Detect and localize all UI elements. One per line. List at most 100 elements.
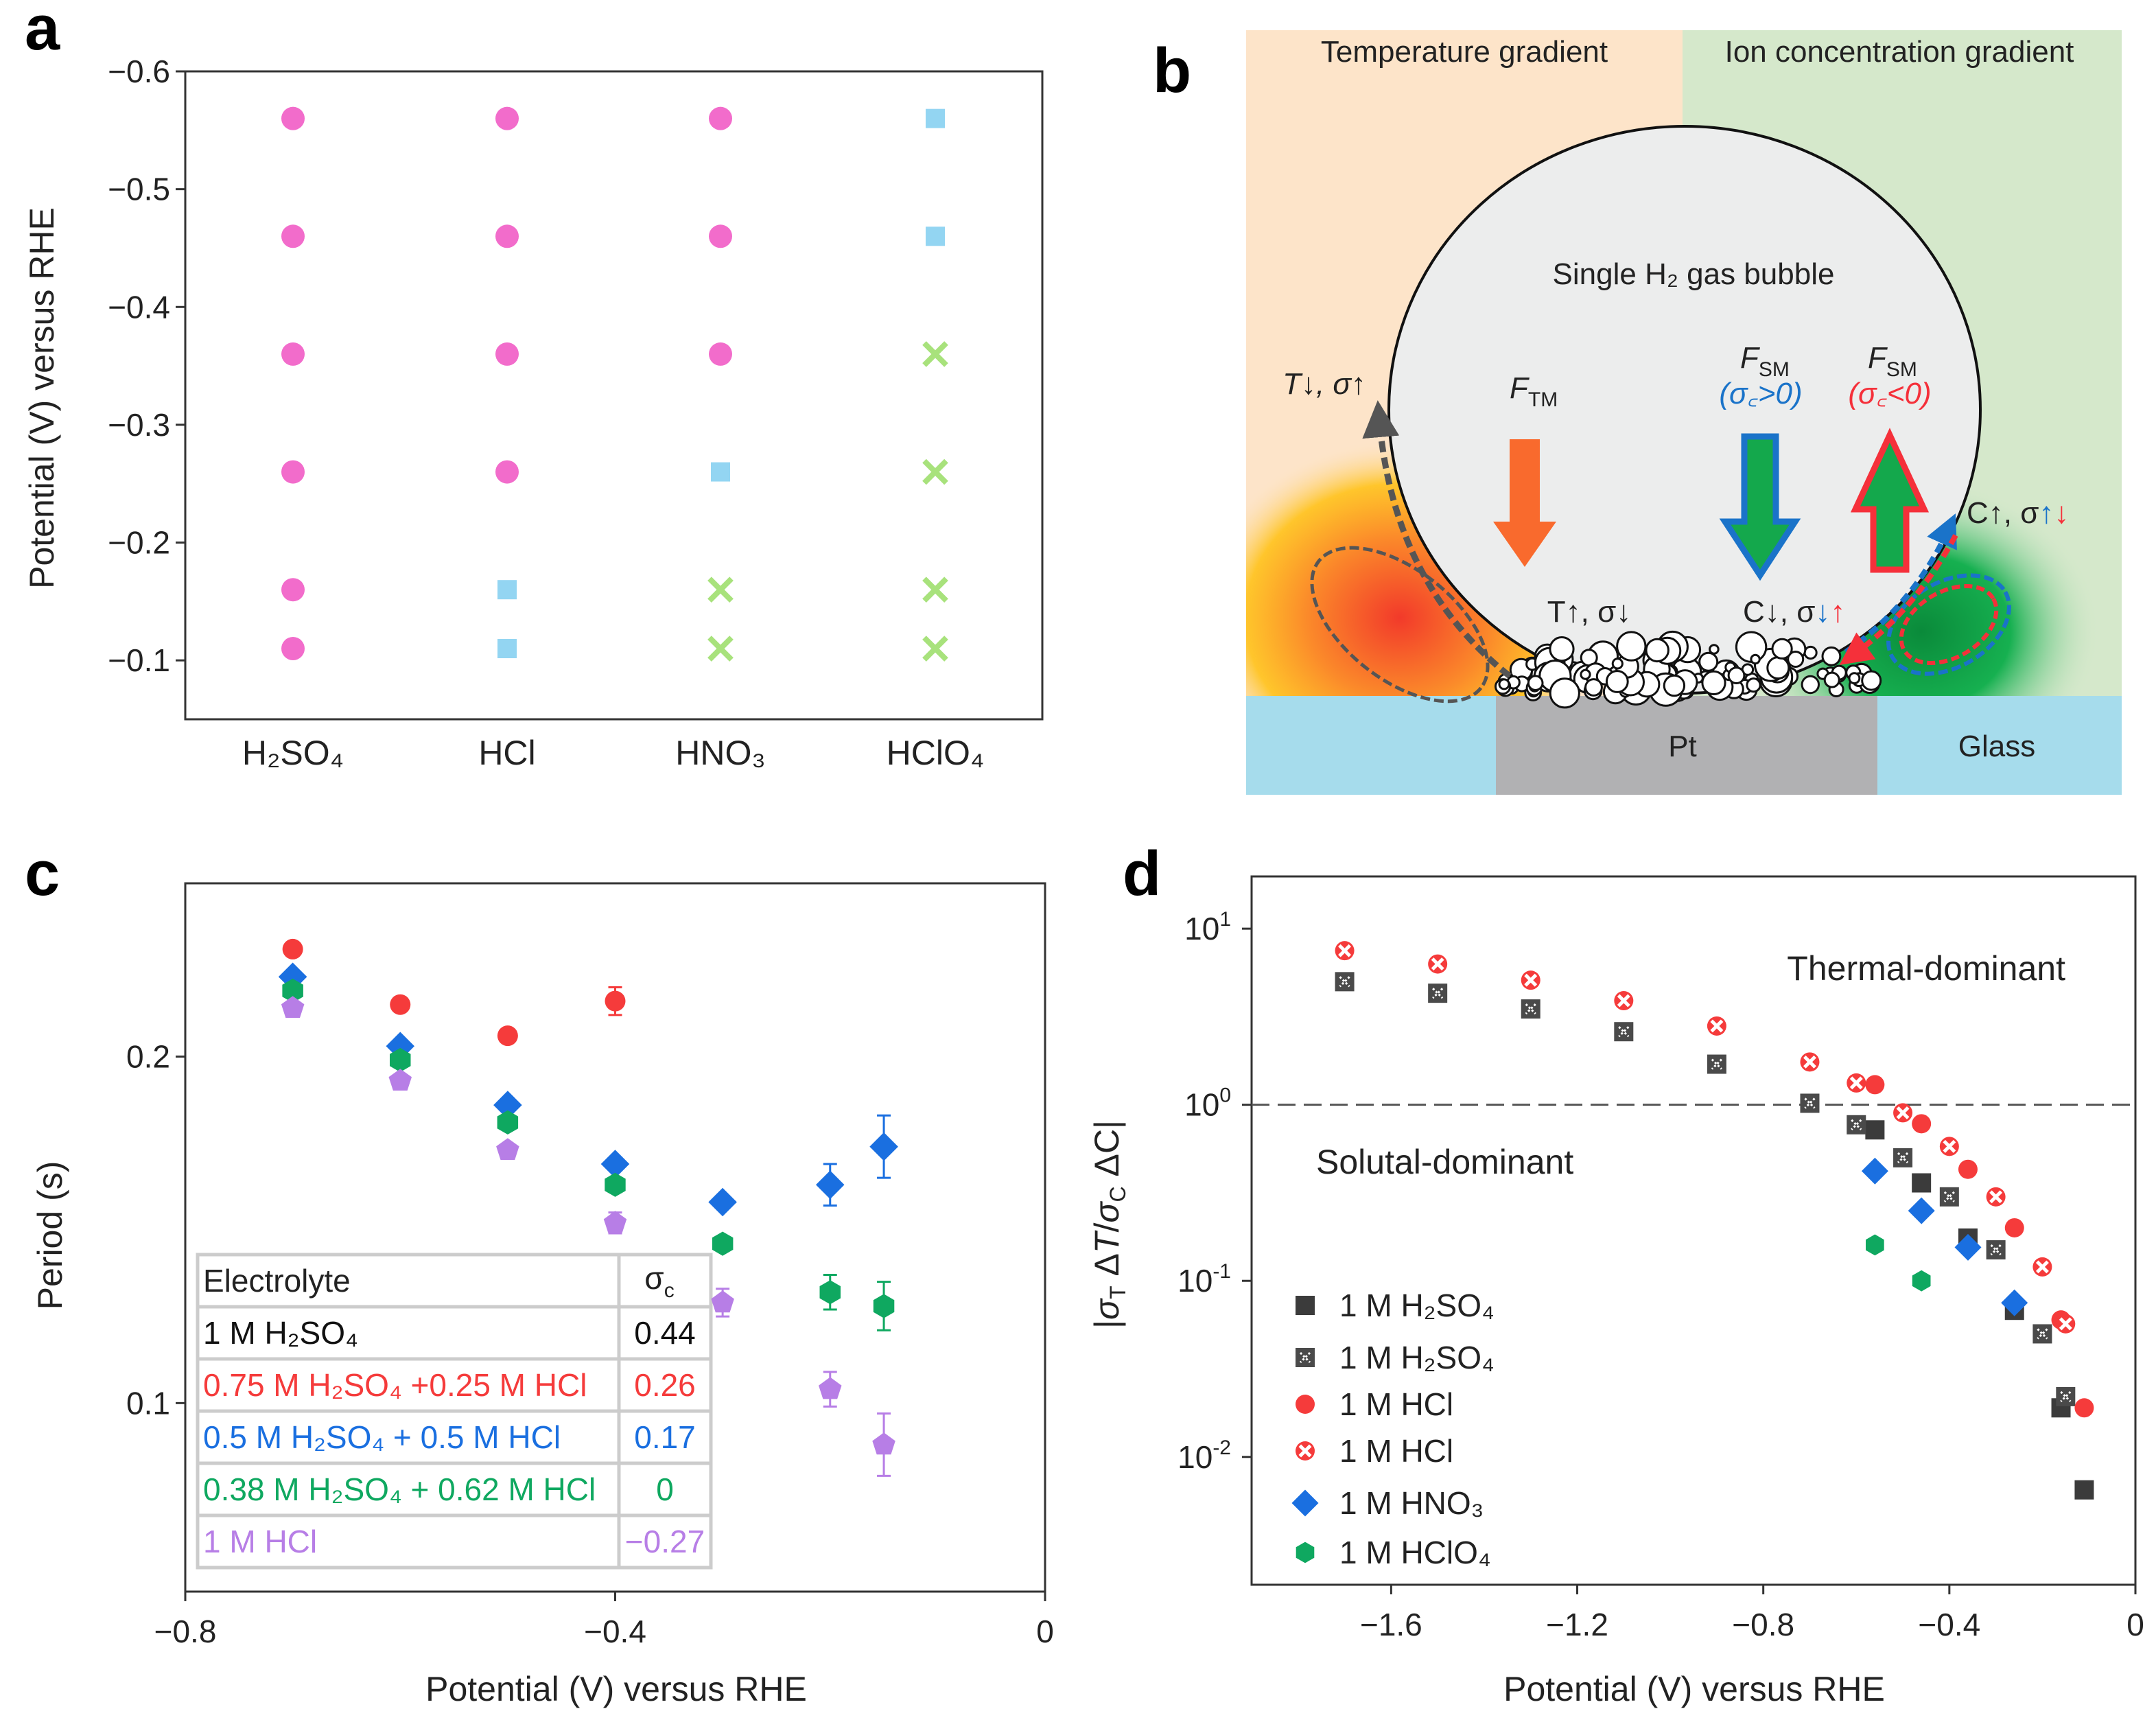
data-point-circle <box>709 106 732 130</box>
legend-item: 1 M HCl <box>1296 1433 1453 1469</box>
y-tick-label: −0.4 <box>108 289 170 325</box>
legend-item: 1 M HNO₃ <box>1291 1485 1484 1521</box>
f-sm-symbol: F <box>1740 341 1760 375</box>
data-point-circle <box>1865 1075 1885 1095</box>
data-point-diamond <box>869 1132 898 1161</box>
x-axis-title: Potential (V) versus RHE <box>1503 1670 1885 1708</box>
legend-label: 1 M HCl <box>1339 1386 1453 1422</box>
data-point-circle <box>709 224 732 248</box>
x-tick-label: 0 <box>1036 1614 1054 1649</box>
y-tick-exponent: -2 <box>1212 1436 1231 1459</box>
small-bubble <box>1727 666 1746 684</box>
data-point-diamond <box>708 1187 737 1217</box>
data-point-pentagon <box>281 996 305 1018</box>
y-tick-exponent: 0 <box>1219 1084 1231 1107</box>
small-bubble <box>1848 672 1861 685</box>
data-point-diamond <box>1954 1233 1982 1261</box>
data-point-square <box>926 108 945 128</box>
panel-label-c: c <box>25 839 60 909</box>
y-tick-base: 10 <box>1184 1087 1219 1123</box>
c-down-label: C↓, σ↓↑ <box>1743 595 1845 629</box>
table-row-electrolyte: 1 M HCl <box>203 1524 317 1559</box>
small-bubble <box>1584 678 1603 697</box>
data-point-circle <box>1912 1114 1932 1134</box>
legend-item: 1 M HCl <box>1296 1386 1453 1422</box>
small-bubble <box>1750 653 1761 665</box>
y-tick-label: −0.2 <box>108 525 170 561</box>
table-row-sigma-c: 0.26 <box>634 1367 696 1403</box>
thermal-convection-loop-icon <box>1310 546 1490 703</box>
data-point-diamond <box>600 1150 630 1178</box>
sigma-up-red: ↑ <box>1830 595 1845 629</box>
small-bubble <box>1823 671 1840 688</box>
small-bubble <box>1801 675 1820 695</box>
x-category-label: H₂SO₄ <box>242 734 344 772</box>
table-row-electrolyte: 0.38 M H₂SO₄ + 0.62 M HCl <box>203 1471 596 1507</box>
t-down-sigma-up-label: T↓, σ↑ <box>1282 367 1366 401</box>
y-tick-label: −0.6 <box>108 54 170 89</box>
glass-label: Glass <box>1958 730 2035 763</box>
x-tick-label: −0.8 <box>1732 1607 1794 1642</box>
small-bubble <box>1549 636 1575 662</box>
data-point-hatched-circle <box>1939 1137 1959 1156</box>
small-bubble <box>1663 674 1686 697</box>
y-tick-label: 10-1 <box>1177 1260 1231 1299</box>
y-axis-title: Potential (V) versus RHE <box>23 207 61 589</box>
sigma-down-red: ↓ <box>2054 496 2069 530</box>
y-axis-title: Period (s) <box>31 1161 69 1310</box>
table-header-electrolyte: Electrolyte <box>203 1263 351 1299</box>
small-bubble <box>1766 656 1790 680</box>
data-point-pentagon <box>603 1211 627 1233</box>
legend-label: 1 M H₂SO₄ <box>1339 1288 1495 1323</box>
legend-label: 1 M H₂SO₄ <box>1339 1340 1495 1375</box>
data-point-circle <box>1958 1159 1978 1179</box>
x-category-label: HNO₃ <box>675 734 765 772</box>
data-point-diamond <box>1908 1197 1935 1224</box>
y-axis-title: |σT ΔT/σC ΔC| <box>1088 1120 1130 1329</box>
data-point-circle <box>281 342 305 366</box>
data-point-pentagon <box>819 1377 842 1399</box>
data-point-circle <box>495 460 519 484</box>
solutal-force-down-arrow-icon <box>1719 433 1801 581</box>
data-point-square <box>1912 1173 1932 1193</box>
small-bubble <box>1527 675 1544 692</box>
f-tm-label: FTM <box>1510 371 1558 411</box>
small-bubble <box>1821 646 1842 666</box>
small-bubble <box>1803 645 1818 660</box>
x-tick-label: −0.4 <box>584 1614 646 1649</box>
legend-marker-circle <box>1296 1395 1315 1414</box>
data-point-hatched-square <box>1614 1022 1634 1042</box>
small-bubble <box>1698 651 1719 672</box>
y-tick-label: −0.1 <box>108 642 170 678</box>
data-point-cross <box>707 636 734 662</box>
data-point-hatched-circle <box>2032 1257 2052 1277</box>
data-point-pentagon <box>711 1290 734 1313</box>
legend-label: 1 M HCl <box>1339 1433 1453 1469</box>
electrolyte-table: Electrolyte σc 1 M H₂SO₄ 0.44 0.75 M H₂SO₄ +… <box>196 1253 713 1570</box>
data-point-hexagon <box>1912 1270 1931 1292</box>
data-point-circle <box>605 990 626 1012</box>
data-point-circle <box>2004 1218 2024 1237</box>
sigma-up-blue: ↑ <box>2039 496 2054 530</box>
table-row-electrolyte: 0.5 M H₂SO₄ + 0.5 M HCl <box>203 1419 561 1455</box>
data-point-circle <box>282 938 303 959</box>
substrate-left <box>1246 696 1496 795</box>
data-point-cross <box>922 341 948 367</box>
small-bubble <box>1709 644 1720 655</box>
y-tick-base: 10 <box>1184 911 1219 946</box>
data-point-circle <box>281 106 305 130</box>
table-row-sigma-c: 0.17 <box>634 1419 696 1455</box>
panel-label-d: d <box>1123 839 1161 909</box>
x-tick-label: 0 <box>2126 1607 2144 1642</box>
panel-label-a: a <box>25 0 60 63</box>
solutal-force-up-arrow-icon <box>1850 428 1930 573</box>
data-point-diamond <box>1861 1157 1888 1185</box>
t-up-sigma-down-label: T↑, σ↓ <box>1547 595 1631 629</box>
data-point-hatched-square <box>1939 1187 1959 1207</box>
panel-a-chart: Potential (V) versus RHE −0.6 −0.5 −0.4 −0.… <box>23 54 1044 772</box>
data-point-cross <box>922 577 948 603</box>
data-point-hatched-circle <box>1614 991 1634 1011</box>
data-point-hexagon <box>712 1231 734 1256</box>
data-point-diamond <box>493 1091 522 1119</box>
small-bubble <box>1605 670 1629 693</box>
